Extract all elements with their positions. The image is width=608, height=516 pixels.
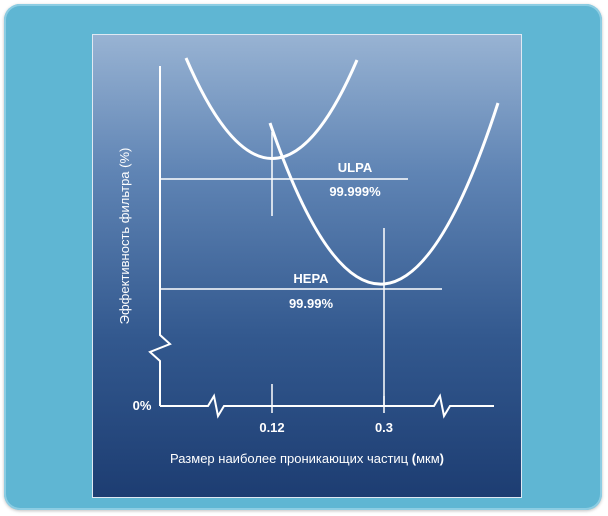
- x-axis-label-unit: мкм: [416, 451, 440, 466]
- y-axis-label: Эффективность фильтра (%): [117, 148, 132, 325]
- diagram-panel: [93, 35, 521, 497]
- hepa-label: HEPA: [293, 271, 329, 286]
- x-tick-label-0.3: 0.3: [375, 420, 393, 435]
- ulpa-label: ULPA: [338, 160, 373, 175]
- x-axis-label-open-paren: (: [411, 451, 417, 466]
- y-axis: [148, 66, 172, 406]
- x-axis-label-text: Размер наиболее проникающих частиц: [169, 451, 412, 466]
- x-tick-label-0.12: 0.12: [259, 420, 284, 435]
- zero-percent-label: 0%: [133, 398, 152, 413]
- hepa-value: 99.99%: [289, 296, 334, 311]
- x-axis-label-close-paren: ): [439, 451, 444, 466]
- x-axis-label: Размер наиболее проникающих частиц (мкм): [93, 451, 521, 466]
- ulpa-value: 99.999%: [329, 184, 381, 199]
- x-axis: [160, 393, 494, 419]
